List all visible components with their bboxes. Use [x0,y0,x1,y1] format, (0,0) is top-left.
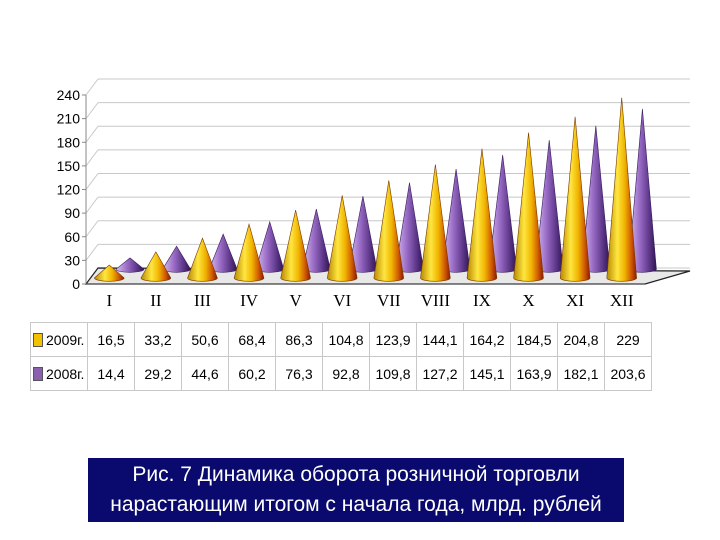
data-label: 123,9 [369,322,417,357]
cone-2009-body [606,97,637,282]
data-label: 86,3 [275,322,323,357]
gridline [85,244,99,261]
y-tick-label: 30 [64,252,80,268]
cone-2009 [140,251,172,282]
y-tick-label: 150 [57,158,81,174]
gridline [85,149,99,167]
cone-2008 [162,245,191,273]
cone-2009 [280,209,311,282]
cone-2009 [606,97,637,282]
data-label: 109,8 [369,356,417,391]
data-label: 29,2 [134,356,182,391]
gridline [85,196,99,214]
data-label: 144,1 [416,322,464,357]
cone-2009-body [280,209,311,282]
data-label: 163,9 [510,356,558,391]
data-label: 164,2 [463,322,511,357]
data-label: 92,8 [322,356,370,391]
cone-2009 [327,195,358,282]
y-tick-label: 60 [64,229,80,245]
legend-label: 2008г. [46,365,85,382]
cone-2009-body [140,251,172,282]
data-label: 60,2 [228,356,276,391]
data-label: 68,4 [228,322,276,357]
data-label: 50,6 [181,322,229,357]
cone-2009-body [233,223,265,282]
y-tick-label: 120 [57,182,81,198]
cone-2009-body [559,116,591,282]
y-tick-label: 240 [57,87,81,103]
data-table: 2009г. 16,5 33,2 50,6 68,4 86,3 104,8 12… [30,322,652,391]
gridline [85,102,99,119]
x-tick-label: II [150,291,162,310]
data-label: 184,5 [510,322,558,357]
cone-2009-body [187,237,218,282]
cone-2009-body [420,164,451,282]
x-tick-label: I [106,291,112,310]
table-row: 2008г. 14,4 29,2 44,6 60,2 76,3 92,8 109… [30,356,652,391]
y-tick-label: 210 [57,111,81,127]
cone-2008-body [162,245,191,273]
legend-entry: 2009г. [30,322,88,357]
x-tick-label: IX [473,291,491,310]
gridline [85,173,99,190]
data-label: 33,2 [134,322,182,357]
gridline [85,78,99,96]
cone-2009 [466,148,498,282]
data-label: 204,8 [557,322,605,357]
legend-entry: 2008г. [30,356,88,391]
gridline [85,125,99,143]
legend-swatch [33,366,43,381]
x-tick-label: XII [610,291,634,310]
table-row: 2009г. 16,5 33,2 50,6 68,4 86,3 104,8 12… [30,322,652,357]
cone-2009-body [373,180,404,282]
figure-caption: Рис. 7 Динамика оборота розничной торгов… [88,458,624,522]
legend-swatch [33,332,43,347]
x-tick-label: IV [240,291,259,310]
cone-2009 [559,116,591,282]
x-tick-label: V [289,291,302,310]
data-label: 104,8 [322,322,370,357]
data-label: 145,1 [463,356,511,391]
cone-2009 [373,180,404,282]
data-label: 203,6 [604,356,652,391]
caption-line: нарастающим итогом с начала года, млрд. … [110,493,602,516]
cone-2009 [187,237,218,282]
data-label: 127,2 [416,356,464,391]
cone-2009 [420,164,451,282]
data-label: 16,5 [87,322,135,357]
data-label: 76,3 [275,356,323,391]
y-tick-label: 180 [57,134,81,150]
x-tick-label: III [194,291,211,310]
x-tick-label: VIII [421,291,451,310]
cone-2009-body [327,195,358,282]
data-label: 14,4 [87,356,135,391]
cone-2008-body [115,257,145,273]
gridline [85,220,99,238]
legend-label: 2009г. [46,331,85,348]
y-tick-label: 0 [72,276,80,292]
cone-2008 [115,257,145,273]
cone-2009 [513,132,544,282]
x-tick-label: VII [377,291,401,310]
data-label: 229 [604,322,652,357]
x-tick-label: XI [566,291,584,310]
cone-2009 [94,264,125,282]
cone-2009-body [466,148,498,282]
cone-2009 [233,223,265,282]
data-label: 182,1 [557,356,605,391]
cone-2009-body [513,132,544,282]
x-tick-label: X [522,291,534,310]
caption-line: Рис. 7 Динамика оборота розничной торгов… [132,463,580,486]
x-tick-label: VI [333,291,351,310]
data-label: 44,6 [181,356,229,391]
cone-2009-body [94,264,125,282]
y-tick-label: 90 [64,205,80,221]
